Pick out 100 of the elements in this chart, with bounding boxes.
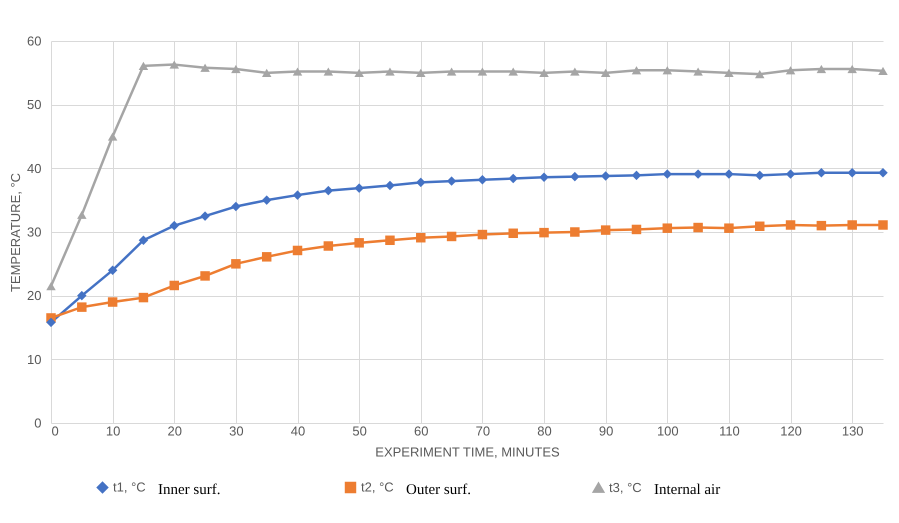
text: Inner surf. [158, 482, 220, 498]
point [354, 68, 364, 77]
point [138, 62, 148, 70]
point [478, 67, 488, 76]
point [262, 252, 272, 262]
x-tick-label: 10 [106, 424, 120, 438]
point [478, 230, 488, 240]
point [755, 170, 764, 180]
x-tick-label: 20 [168, 424, 182, 438]
point [508, 174, 518, 184]
point [816, 64, 826, 74]
point [385, 67, 395, 76]
point [693, 67, 703, 76]
point [46, 282, 56, 290]
point [231, 202, 241, 212]
point [46, 318, 56, 328]
point [262, 68, 272, 77]
point [878, 66, 888, 76]
point [385, 180, 395, 190]
point [632, 66, 642, 74]
point [600, 171, 610, 181]
point [200, 271, 210, 281]
point [847, 64, 857, 74]
point [446, 232, 456, 242]
point [262, 195, 272, 205]
x-tick-label: 40 [290, 424, 306, 438]
point [138, 292, 148, 302]
legend-label: t2, °C [361, 480, 394, 495]
point [416, 232, 426, 242]
point [662, 66, 672, 74]
point [324, 241, 334, 251]
y-axis-title: TEMPERATURE, °C [8, 172, 24, 292]
point [539, 68, 549, 77]
point [108, 132, 118, 141]
point [385, 236, 395, 246]
point [786, 169, 796, 179]
point [786, 220, 796, 230]
point [416, 178, 426, 188]
point [724, 223, 734, 233]
point [416, 68, 426, 77]
x-tick-label: 110 [719, 424, 740, 438]
point [478, 175, 488, 185]
point [755, 222, 764, 232]
point [324, 186, 334, 196]
y-tick-label: 20 [27, 288, 42, 304]
point [847, 220, 857, 230]
x-tick-label: 0 [52, 424, 59, 438]
y-tick-label: 50 [27, 97, 42, 112]
x-tick-label: 50 [352, 424, 367, 438]
y-tick-label: 10 [27, 352, 42, 367]
point [446, 67, 456, 76]
point [138, 236, 148, 246]
point [724, 68, 734, 77]
point [354, 238, 364, 248]
x-tick-label: 70 [476, 424, 490, 438]
point [632, 224, 642, 234]
point [108, 265, 118, 275]
point [878, 168, 888, 178]
y-tick-label: 60 [27, 34, 42, 48]
point [200, 64, 210, 72]
point [662, 223, 672, 233]
x-tick-label: 100 [656, 424, 679, 438]
point [600, 225, 610, 235]
point [724, 169, 734, 179]
point [170, 60, 179, 69]
point [292, 246, 302, 256]
y-tick-label: 30 [27, 224, 42, 240]
legend-label: t3, °C [609, 480, 642, 495]
point [693, 169, 703, 179]
point [231, 259, 241, 269]
y-tick-label: 40 [27, 160, 42, 176]
point [632, 170, 642, 180]
point [292, 67, 302, 76]
x-tick-label: 90 [598, 424, 614, 438]
point [77, 210, 87, 219]
point [539, 228, 549, 238]
x-tick-label: 80 [537, 424, 552, 438]
x-tick-label: 60 [414, 424, 429, 438]
point [231, 64, 241, 74]
point [200, 211, 210, 221]
point [662, 169, 672, 179]
point [170, 220, 179, 230]
point [570, 172, 580, 182]
point [77, 290, 87, 300]
x-tick-label: 130 [842, 424, 864, 438]
point [77, 302, 87, 312]
point [786, 66, 796, 74]
point [292, 190, 302, 200]
point [693, 222, 703, 232]
point [508, 67, 518, 76]
point [446, 176, 456, 186]
text: Outer surf. [406, 482, 471, 498]
point [170, 280, 180, 290]
point [570, 227, 580, 237]
point [539, 172, 549, 182]
point [847, 168, 857, 178]
legend-label: t1, °C [113, 480, 146, 495]
x-axis-title: EXPERIMENT TIME, MINUTES [375, 444, 560, 460]
point [108, 297, 118, 307]
text: Internal air [654, 482, 720, 498]
